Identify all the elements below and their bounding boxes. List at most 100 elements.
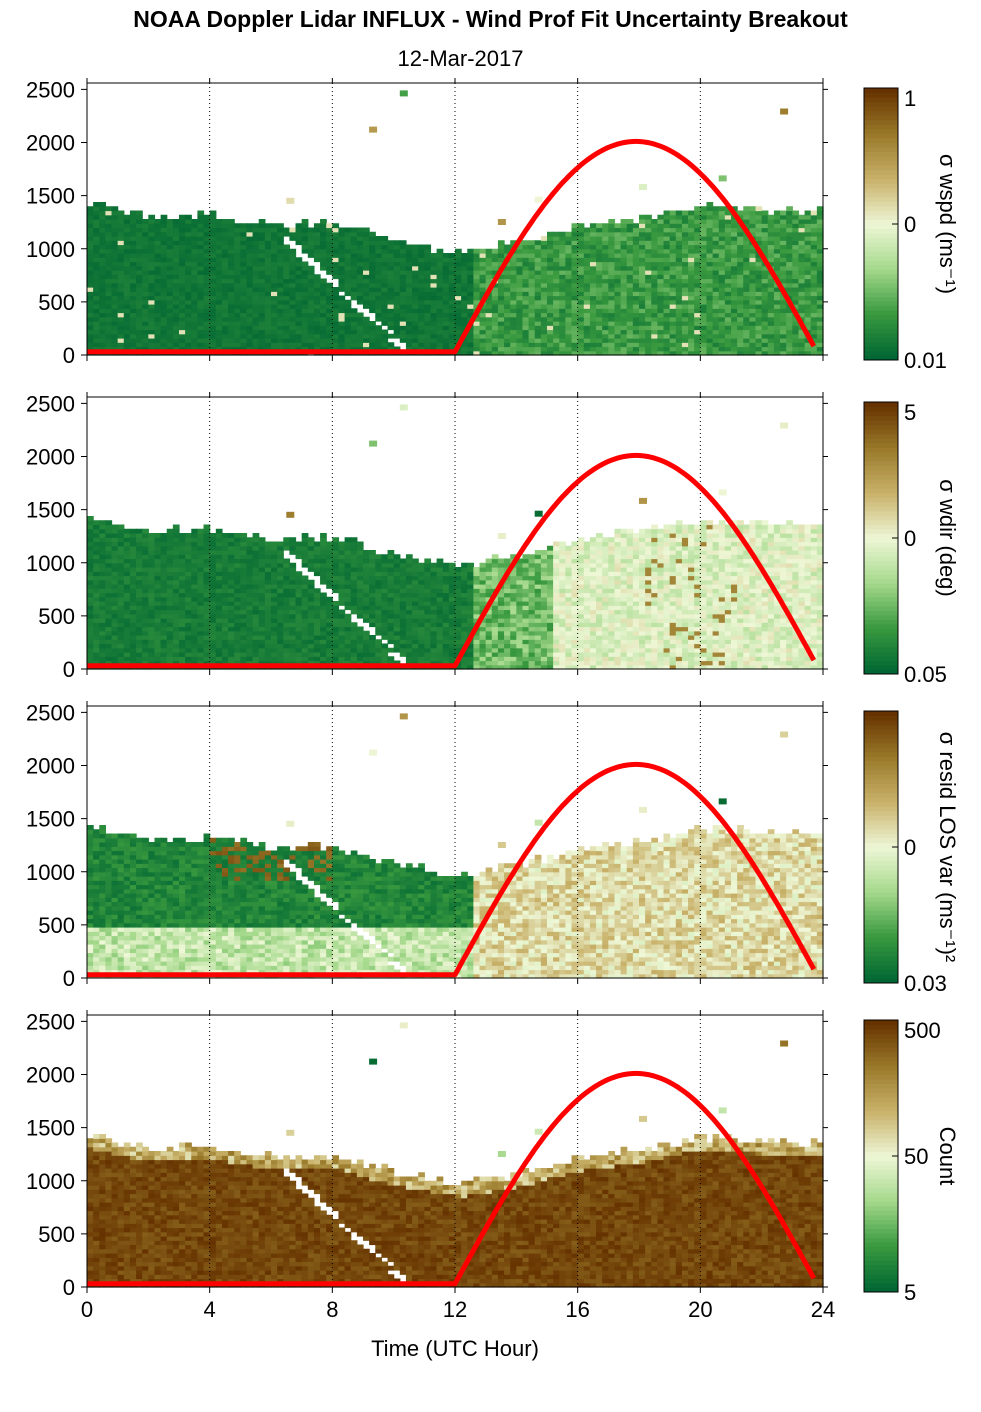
heatmap-cell: [743, 253, 750, 258]
heatmap-cell: [228, 579, 235, 585]
heatmap-cell: [148, 592, 156, 598]
heatmap-cell: [712, 282, 720, 288]
heatmap-cell: [221, 295, 229, 301]
colorbar-step: [864, 273, 898, 279]
heatmap-cell: [228, 541, 235, 547]
heatmap-cell: [461, 308, 468, 314]
heatmap-cell: [93, 647, 100, 653]
heatmap-cell: [258, 554, 266, 560]
heatmap-cell: [681, 321, 689, 326]
heatmap-cell: [608, 312, 616, 318]
heatmap-cell: [577, 244, 585, 250]
heatmap-cell: [332, 231, 340, 237]
heatmap-cell: [258, 567, 266, 572]
heatmap-cell: [191, 588, 198, 594]
heatmap-cell: [160, 231, 168, 237]
heatmap-cell: [271, 584, 278, 589]
colorbar-step: [864, 228, 898, 234]
heatmap-cell: [712, 278, 720, 284]
heatmap-cell: [694, 278, 701, 284]
heatmap-cell: [504, 299, 511, 305]
heatmap-cell: [516, 333, 524, 339]
heatmap-cell: [528, 338, 536, 343]
heatmap-cell: [160, 567, 168, 572]
heatmap-cell: [172, 609, 180, 615]
heatmap-cell: [363, 248, 370, 254]
heatmap-cell: [461, 291, 468, 297]
heatmap-cell: [283, 329, 290, 335]
heatmap-cell: [773, 295, 781, 301]
heatmap-cell: [743, 248, 750, 254]
heatmap-cell: [271, 274, 278, 280]
heatmap-cell: [356, 295, 364, 301]
heatmap-cell: [663, 240, 671, 246]
heatmap-cell: [185, 622, 192, 628]
heatmap-cell: [743, 210, 750, 216]
heatmap-cell: [596, 231, 603, 237]
heatmap-cell: [307, 605, 315, 611]
heatmap-cell: [688, 265, 695, 271]
heatmap-cell: [105, 325, 113, 331]
heatmap-cell: [264, 605, 272, 611]
heatmap-cell: [332, 287, 340, 292]
heatmap-cell: [271, 550, 278, 555]
heatmap-cell: [283, 605, 290, 611]
heatmap-cell: [632, 223, 640, 229]
heatmap-cell: [681, 261, 689, 267]
heatmap-cell: [191, 639, 198, 645]
heatmap-cell: [608, 316, 616, 322]
heatmap-cell: [338, 261, 346, 267]
heatmap-cell: [295, 312, 303, 318]
heatmap-cell: [534, 321, 542, 326]
heatmap-cell: [99, 520, 106, 526]
heatmap-cell: [215, 639, 223, 645]
heatmap-cell: [681, 231, 689, 237]
heatmap-cell: [320, 299, 327, 305]
heatmap-cell: [479, 291, 487, 297]
heatmap-cell: [731, 240, 738, 246]
heatmap-cell: [356, 240, 364, 246]
heatmap-cell: [191, 231, 198, 237]
heatmap-cell: [718, 312, 726, 318]
heatmap-cell: [553, 274, 560, 280]
heatmap-cell: [442, 338, 450, 343]
heatmap-cell: [221, 278, 229, 284]
heatmap-cell: [553, 287, 560, 292]
heatmap-cell: [688, 346, 695, 352]
heatmap-cell: [283, 545, 290, 551]
heatmap-cell: [608, 321, 616, 326]
heatmap-cell: [246, 304, 254, 309]
heatmap-cell: [436, 338, 444, 343]
heatmap-cell: [804, 299, 812, 305]
heatmap-cell: [816, 287, 824, 292]
heatmap-cell: [277, 265, 284, 271]
heatmap-cell: [393, 274, 401, 280]
heatmap-cell: [780, 214, 787, 220]
heatmap-cell: [632, 253, 640, 258]
heatmap-cell: [142, 541, 149, 547]
heatmap-cell: [87, 571, 94, 577]
heatmap-cell: [228, 325, 235, 331]
heatmap-cell: [246, 537, 254, 543]
heatmap-cell: [264, 346, 272, 352]
heatmap-cell: [522, 338, 530, 343]
heatmap-cell: [694, 265, 701, 271]
heatmap-cell: [577, 316, 585, 322]
heatmap-cell: [651, 329, 658, 335]
heatmap-cell: [755, 350, 763, 356]
heatmap-cell: [589, 244, 597, 250]
heatmap-cell: [681, 291, 689, 297]
heatmap-cell: [289, 257, 297, 263]
heatmap-cell: [645, 214, 652, 220]
heatmap-cell: [166, 295, 174, 301]
heatmap-cell: [657, 257, 665, 263]
heatmap-cell: [608, 295, 616, 301]
heatmap-cell: [301, 626, 309, 632]
heatmap-cell: [681, 240, 689, 246]
heatmap-cell: [215, 299, 223, 305]
heatmap-cell: [271, 613, 278, 619]
heatmap-cell: [234, 605, 241, 611]
heatmap-cell: [596, 321, 603, 326]
heatmap-cell: [497, 321, 505, 326]
heatmap-cell: [663, 265, 671, 271]
